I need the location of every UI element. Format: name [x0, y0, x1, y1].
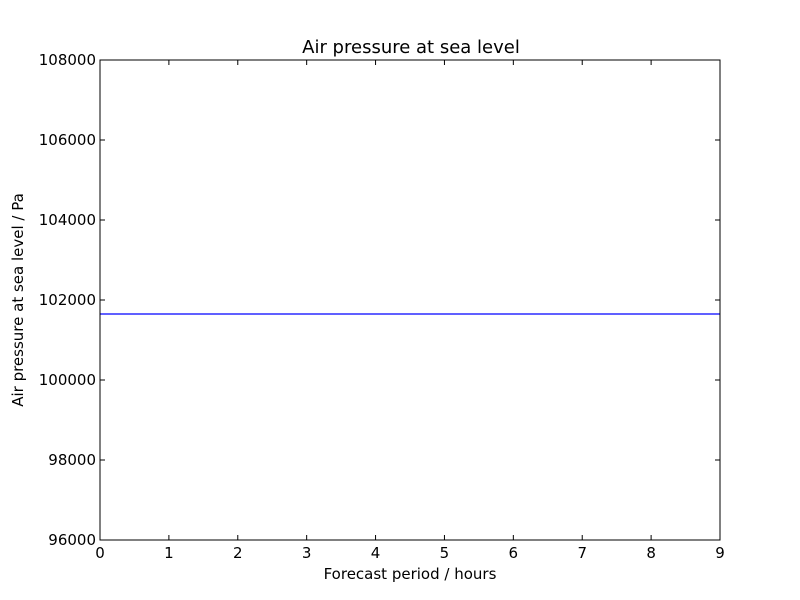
x-tick-label: 2	[233, 544, 243, 562]
y-tick-label: 96000	[48, 531, 96, 549]
y-axis-label: Air pressure at sea level / Pa	[9, 193, 27, 407]
y-tick-label: 106000	[39, 131, 96, 149]
x-tick-label: 3	[302, 544, 312, 562]
y-tick-label: 104000	[39, 211, 96, 229]
plot-area-frame	[99, 59, 721, 541]
x-tick-label: 9	[715, 544, 725, 562]
x-tick-label: 0	[95, 544, 105, 562]
x-tick-label: 4	[371, 544, 381, 562]
y-tick-label: 102000	[39, 291, 96, 309]
x-axis-label: Forecast period / hours	[324, 565, 497, 583]
x-tick-label: 1	[164, 544, 174, 562]
y-tick-label: 108000	[39, 51, 96, 69]
y-axis-ticks: 96000 98000 100000 102000 104000 106000 108000	[39, 51, 720, 549]
x-tick-label: 7	[577, 544, 587, 562]
y-tick-label: 100000	[39, 371, 96, 389]
x-axis-ticks: 0 1 2 3 4 5 6 7 8 9	[95, 60, 725, 562]
chart-title: Air pressure at sea level	[302, 37, 520, 58]
y-tick-label: 98000	[48, 451, 96, 469]
x-tick-label: 6	[509, 544, 519, 562]
x-tick-label: 8	[646, 544, 656, 562]
x-tick-label: 5	[440, 544, 450, 562]
